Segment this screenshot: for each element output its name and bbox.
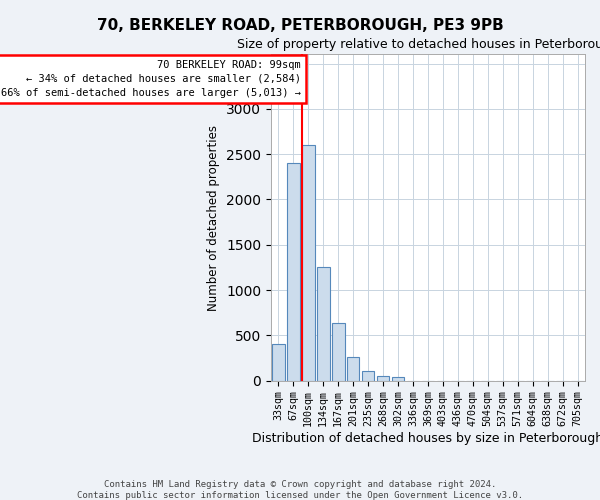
- Text: Contains HM Land Registry data © Crown copyright and database right 2024.
Contai: Contains HM Land Registry data © Crown c…: [77, 480, 523, 500]
- Bar: [392, 377, 404, 380]
- Y-axis label: Number of detached properties: Number of detached properties: [208, 124, 220, 310]
- Text: 70 BERKELEY ROAD: 99sqm
← 34% of detached houses are smaller (2,584)
66% of semi: 70 BERKELEY ROAD: 99sqm ← 34% of detache…: [1, 60, 301, 98]
- Bar: [302, 145, 314, 380]
- Title: Size of property relative to detached houses in Peterborough: Size of property relative to detached ho…: [237, 38, 600, 51]
- Bar: [332, 322, 344, 380]
- Bar: [377, 376, 389, 380]
- Bar: [347, 357, 359, 380]
- Text: 70, BERKELEY ROAD, PETERBOROUGH, PE3 9PB: 70, BERKELEY ROAD, PETERBOROUGH, PE3 9PB: [97, 18, 503, 32]
- Bar: [287, 163, 299, 380]
- Bar: [272, 344, 284, 380]
- Bar: [317, 268, 329, 380]
- X-axis label: Distribution of detached houses by size in Peterborough: Distribution of detached houses by size …: [253, 432, 600, 445]
- Bar: [362, 371, 374, 380]
